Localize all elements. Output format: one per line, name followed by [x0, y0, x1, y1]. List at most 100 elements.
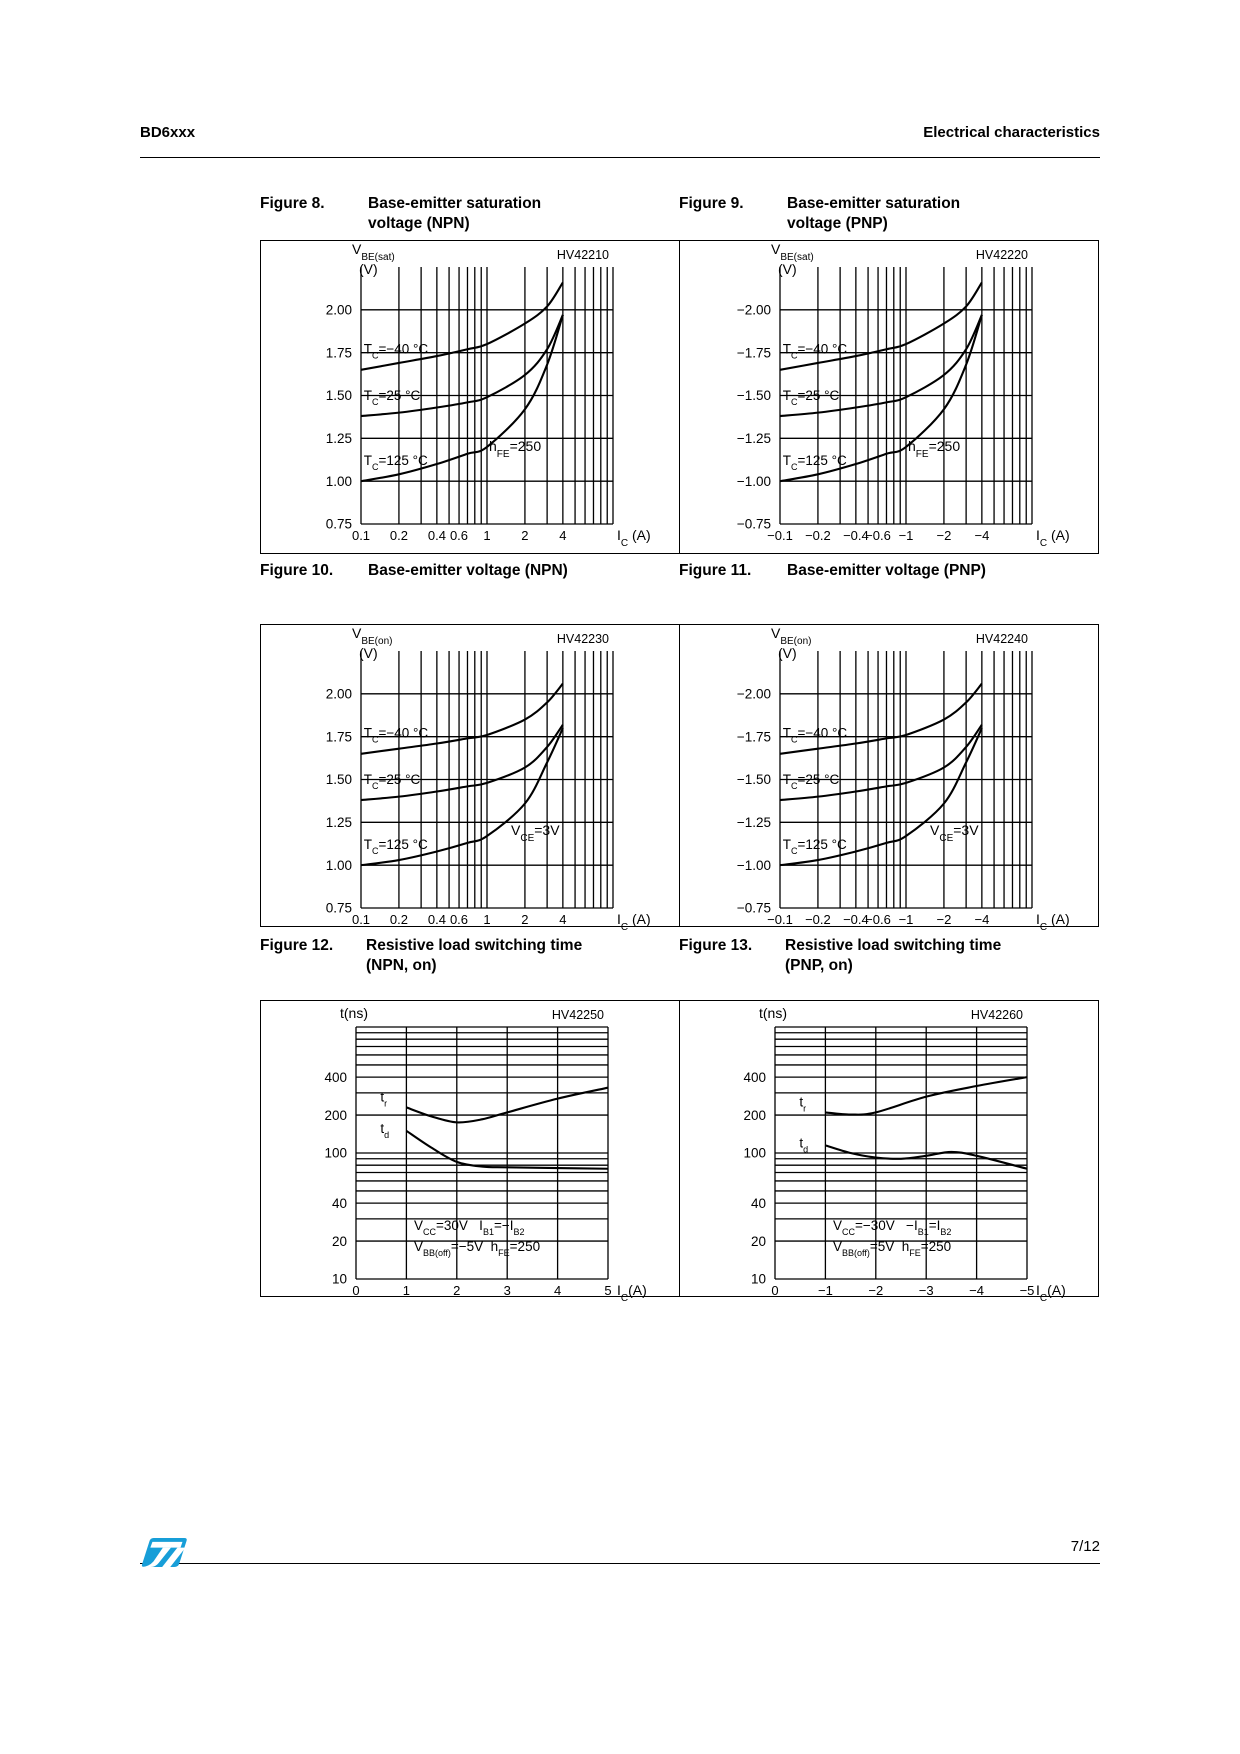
svg-text:TC=−40 °C: TC=−40 °C	[364, 342, 429, 361]
svg-text:0.1: 0.1	[352, 528, 370, 543]
svg-text:100: 100	[743, 1146, 766, 1161]
svg-text:t(ns): t(ns)	[340, 1005, 368, 1021]
svg-text:TC=25 °C: TC=25 °C	[364, 772, 421, 791]
svg-text:0.75: 0.75	[326, 517, 352, 532]
svg-text:−2: −2	[936, 528, 951, 543]
svg-text:0.6: 0.6	[450, 528, 468, 543]
svg-text:2: 2	[521, 912, 528, 927]
svg-text:−1.25: −1.25	[737, 431, 771, 446]
svg-text:−2: −2	[936, 912, 951, 927]
svg-text:4: 4	[554, 1283, 561, 1298]
svg-text:TC=25 °C: TC=25 °C	[783, 772, 840, 791]
svg-text:td: td	[799, 1135, 808, 1154]
svg-text:0.2: 0.2	[390, 528, 408, 543]
svg-text:20: 20	[751, 1234, 766, 1249]
svg-text:1.50: 1.50	[326, 772, 352, 787]
svg-text:TC=125 °C: TC=125 °C	[783, 837, 847, 856]
svg-text:t(ns): t(ns)	[759, 1005, 787, 1021]
svg-text:4: 4	[559, 528, 566, 543]
svg-text:1: 1	[483, 528, 490, 543]
svg-text:0.4: 0.4	[428, 528, 446, 543]
svg-text:IC (A): IC (A)	[617, 527, 651, 549]
svg-text:IC(A): IC(A)	[1036, 1282, 1066, 1304]
svg-text:TC=−40 °C: TC=−40 °C	[364, 726, 429, 745]
svg-text:1: 1	[403, 1283, 410, 1298]
svg-text:0.75: 0.75	[326, 901, 352, 916]
svg-text:40: 40	[751, 1196, 766, 1211]
svg-text:TC=−40 °C: TC=−40 °C	[783, 342, 848, 361]
svg-text:TC=−40 °C: TC=−40 °C	[783, 726, 848, 745]
svg-text:VCE=3V: VCE=3V	[511, 822, 560, 844]
svg-text:−1.50: −1.50	[737, 772, 771, 787]
svg-text:1.25: 1.25	[326, 431, 352, 446]
svg-text:200: 200	[743, 1108, 766, 1123]
svg-text:HV42230: HV42230	[557, 632, 609, 646]
svg-text:VBB(off)=5V hFE=250: VBB(off)=5V hFE=250	[833, 1239, 951, 1258]
svg-text:−2: −2	[868, 1283, 883, 1298]
svg-text:1.75: 1.75	[326, 729, 352, 744]
svg-text:0.6: 0.6	[450, 912, 468, 927]
svg-text:tr: tr	[799, 1094, 806, 1113]
svg-text:HV42240: HV42240	[976, 632, 1028, 646]
svg-text:3: 3	[504, 1283, 511, 1298]
svg-text:1.75: 1.75	[326, 345, 352, 360]
svg-text:−0.1: −0.1	[767, 912, 793, 927]
svg-text:−1.50: −1.50	[737, 388, 771, 403]
svg-text:−0.1: −0.1	[767, 528, 793, 543]
svg-text:VCE=3V: VCE=3V	[930, 822, 979, 844]
svg-text:20: 20	[332, 1234, 347, 1249]
svg-text:(V): (V)	[778, 645, 797, 661]
svg-text:(V): (V)	[778, 261, 797, 277]
svg-text:−1.75: −1.75	[737, 729, 771, 744]
svg-text:2.00: 2.00	[326, 303, 352, 318]
svg-text:4: 4	[559, 912, 566, 927]
svg-text:VBE(sat): VBE(sat)	[771, 241, 814, 263]
svg-text:−1: −1	[818, 1283, 833, 1298]
svg-text:1.50: 1.50	[326, 388, 352, 403]
svg-text:−3: −3	[919, 1283, 934, 1298]
svg-text:TC=25 °C: TC=25 °C	[783, 388, 840, 407]
svg-text:TC=25 °C: TC=25 °C	[364, 388, 421, 407]
svg-text:HV42210: HV42210	[557, 248, 609, 262]
svg-text:−4: −4	[974, 528, 989, 543]
svg-text:IC (A): IC (A)	[1036, 527, 1070, 549]
svg-text:−2.00: −2.00	[737, 687, 771, 702]
svg-text:10: 10	[332, 1272, 347, 1287]
svg-text:−0.6: −0.6	[865, 912, 891, 927]
svg-text:−1.25: −1.25	[737, 815, 771, 830]
svg-text:VCC=−30V −IB1=IB2: VCC=−30V −IB1=IB2	[833, 1218, 951, 1237]
svg-text:−1.00: −1.00	[737, 474, 771, 489]
svg-text:TC=125 °C: TC=125 °C	[364, 837, 428, 856]
svg-text:VBB(off)=−5V hFE=250: VBB(off)=−5V hFE=250	[414, 1239, 540, 1258]
svg-text:2: 2	[453, 1283, 460, 1298]
svg-text:IC (A): IC (A)	[617, 911, 651, 933]
svg-text:−1.00: −1.00	[737, 858, 771, 873]
svg-text:HV42220: HV42220	[976, 248, 1028, 262]
svg-text:−0.2: −0.2	[805, 528, 831, 543]
svg-text:1.00: 1.00	[326, 474, 352, 489]
svg-text:−2.00: −2.00	[737, 303, 771, 318]
svg-text:hFE=250: hFE=250	[908, 438, 960, 460]
svg-text:0: 0	[352, 1283, 359, 1298]
svg-text:IC (A): IC (A)	[1036, 911, 1070, 933]
svg-text:−0.2: −0.2	[805, 912, 831, 927]
svg-text:VBE(on): VBE(on)	[771, 625, 811, 647]
svg-text:VBE(sat): VBE(sat)	[352, 241, 395, 263]
svg-text:−5: −5	[1020, 1283, 1035, 1298]
svg-text:−0.75: −0.75	[737, 901, 771, 916]
svg-text:−0.75: −0.75	[737, 517, 771, 532]
svg-text:VBE(on): VBE(on)	[352, 625, 392, 647]
svg-text:HV42260: HV42260	[971, 1008, 1023, 1022]
svg-text:2: 2	[521, 528, 528, 543]
svg-text:−1: −1	[899, 528, 914, 543]
svg-text:0: 0	[771, 1283, 778, 1298]
svg-text:100: 100	[324, 1146, 347, 1161]
svg-text:−1.75: −1.75	[737, 345, 771, 360]
svg-text:(V): (V)	[359, 261, 378, 277]
svg-text:0.1: 0.1	[352, 912, 370, 927]
svg-text:hFE=250: hFE=250	[489, 438, 541, 460]
svg-text:0.4: 0.4	[428, 912, 446, 927]
svg-text:VCC=30V IB1=−IB2: VCC=30V IB1=−IB2	[414, 1218, 525, 1237]
svg-text:200: 200	[324, 1108, 347, 1123]
svg-text:400: 400	[324, 1070, 347, 1085]
